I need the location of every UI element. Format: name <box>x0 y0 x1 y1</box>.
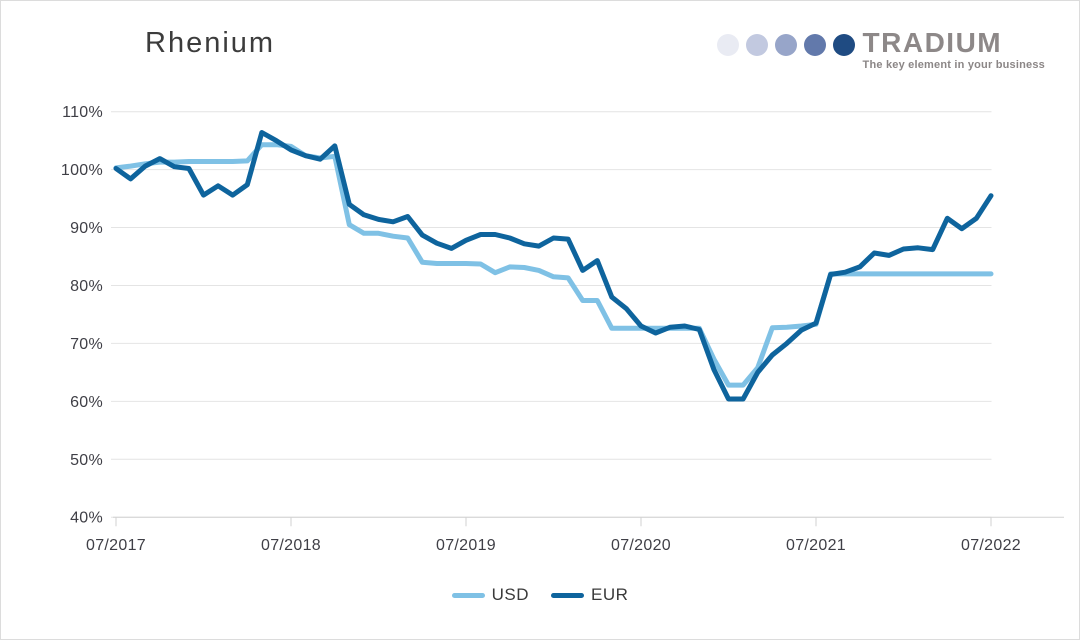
y-axis-label: 50% <box>70 452 103 469</box>
x-axis-label: 07/2017 <box>86 537 146 554</box>
x-axis-label: 07/2018 <box>261 537 321 554</box>
logo-dot-icon <box>774 34 797 56</box>
usd-line-marker-icon <box>451 592 485 598</box>
y-axis-label: 40% <box>70 510 103 527</box>
brand-tagline: The key element in your business <box>862 59 1045 71</box>
y-axis-label: 90% <box>70 220 103 237</box>
logo-dots-icon <box>716 34 855 56</box>
y-axis-label: 100% <box>61 162 103 179</box>
logo-dot-icon <box>716 34 739 56</box>
eur-series-line <box>113 130 994 402</box>
tradium-logo: TRADIUM The key element in your business <box>716 27 1045 72</box>
x-axis-label: 07/2020 <box>611 537 671 554</box>
logo-text: TRADIUM The key element in your business <box>862 27 1045 72</box>
x-axis-label: 07/2021 <box>786 537 846 554</box>
logo-dot-icon <box>803 34 826 56</box>
chart-legend: USD EUR <box>1 585 1079 605</box>
logo-dot-icon <box>745 34 768 56</box>
legend-label-eur: EUR <box>591 585 629 604</box>
page-title: Rhenium <box>145 27 276 59</box>
x-axis-label: 07/2019 <box>436 537 496 554</box>
legend-item-usd[interactable]: USD <box>451 585 529 605</box>
logo-dot-icon <box>832 34 855 56</box>
legend-label-usd: USD <box>491 585 529 604</box>
y-axis-label: 80% <box>70 278 103 295</box>
rhenium-line-chart: 110% 100% 90% 80% 70% 60% 50% 40% 07/2017 07/2018… <box>61 104 1064 554</box>
y-axis-label: 70% <box>70 336 103 353</box>
brand-name: TRADIUM <box>862 27 1003 58</box>
eur-line-marker-icon <box>551 592 584 598</box>
x-axis-label: 07/2022 <box>961 537 1021 554</box>
legend-item-eur[interactable]: EUR <box>551 585 628 605</box>
y-axis-label: 110% <box>62 104 103 121</box>
y-axis-label: 60% <box>70 394 103 411</box>
